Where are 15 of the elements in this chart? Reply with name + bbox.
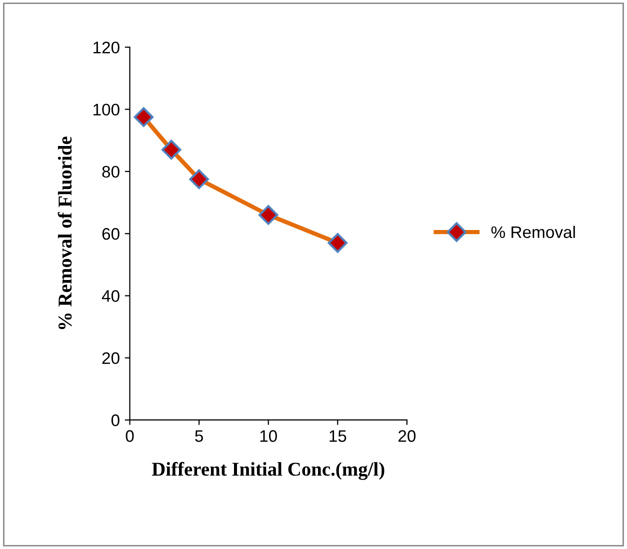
y-axis-title: % Removal of Fluoride: [58, 136, 72, 330]
x-tick-label: 10: [260, 430, 277, 442]
x-axis-title: Different Initial Conc.(mg/l): [152, 462, 384, 480]
y-tick-label: 40: [102, 290, 120, 302]
legend-label: % Removal: [491, 226, 575, 238]
y-tick-label: 60: [102, 228, 120, 240]
y-tick-label: 0: [111, 414, 120, 426]
x-tick-label: 20: [398, 430, 416, 442]
x-tick-label: 0: [126, 430, 134, 442]
x-tick-label: 15: [330, 430, 346, 442]
y-tick-label: 100: [94, 104, 120, 116]
y-tick-label: 80: [102, 166, 120, 178]
y-tick-label: 20: [102, 352, 120, 364]
x-tick-label: 5: [195, 430, 204, 442]
y-tick-label: 120: [94, 42, 120, 54]
